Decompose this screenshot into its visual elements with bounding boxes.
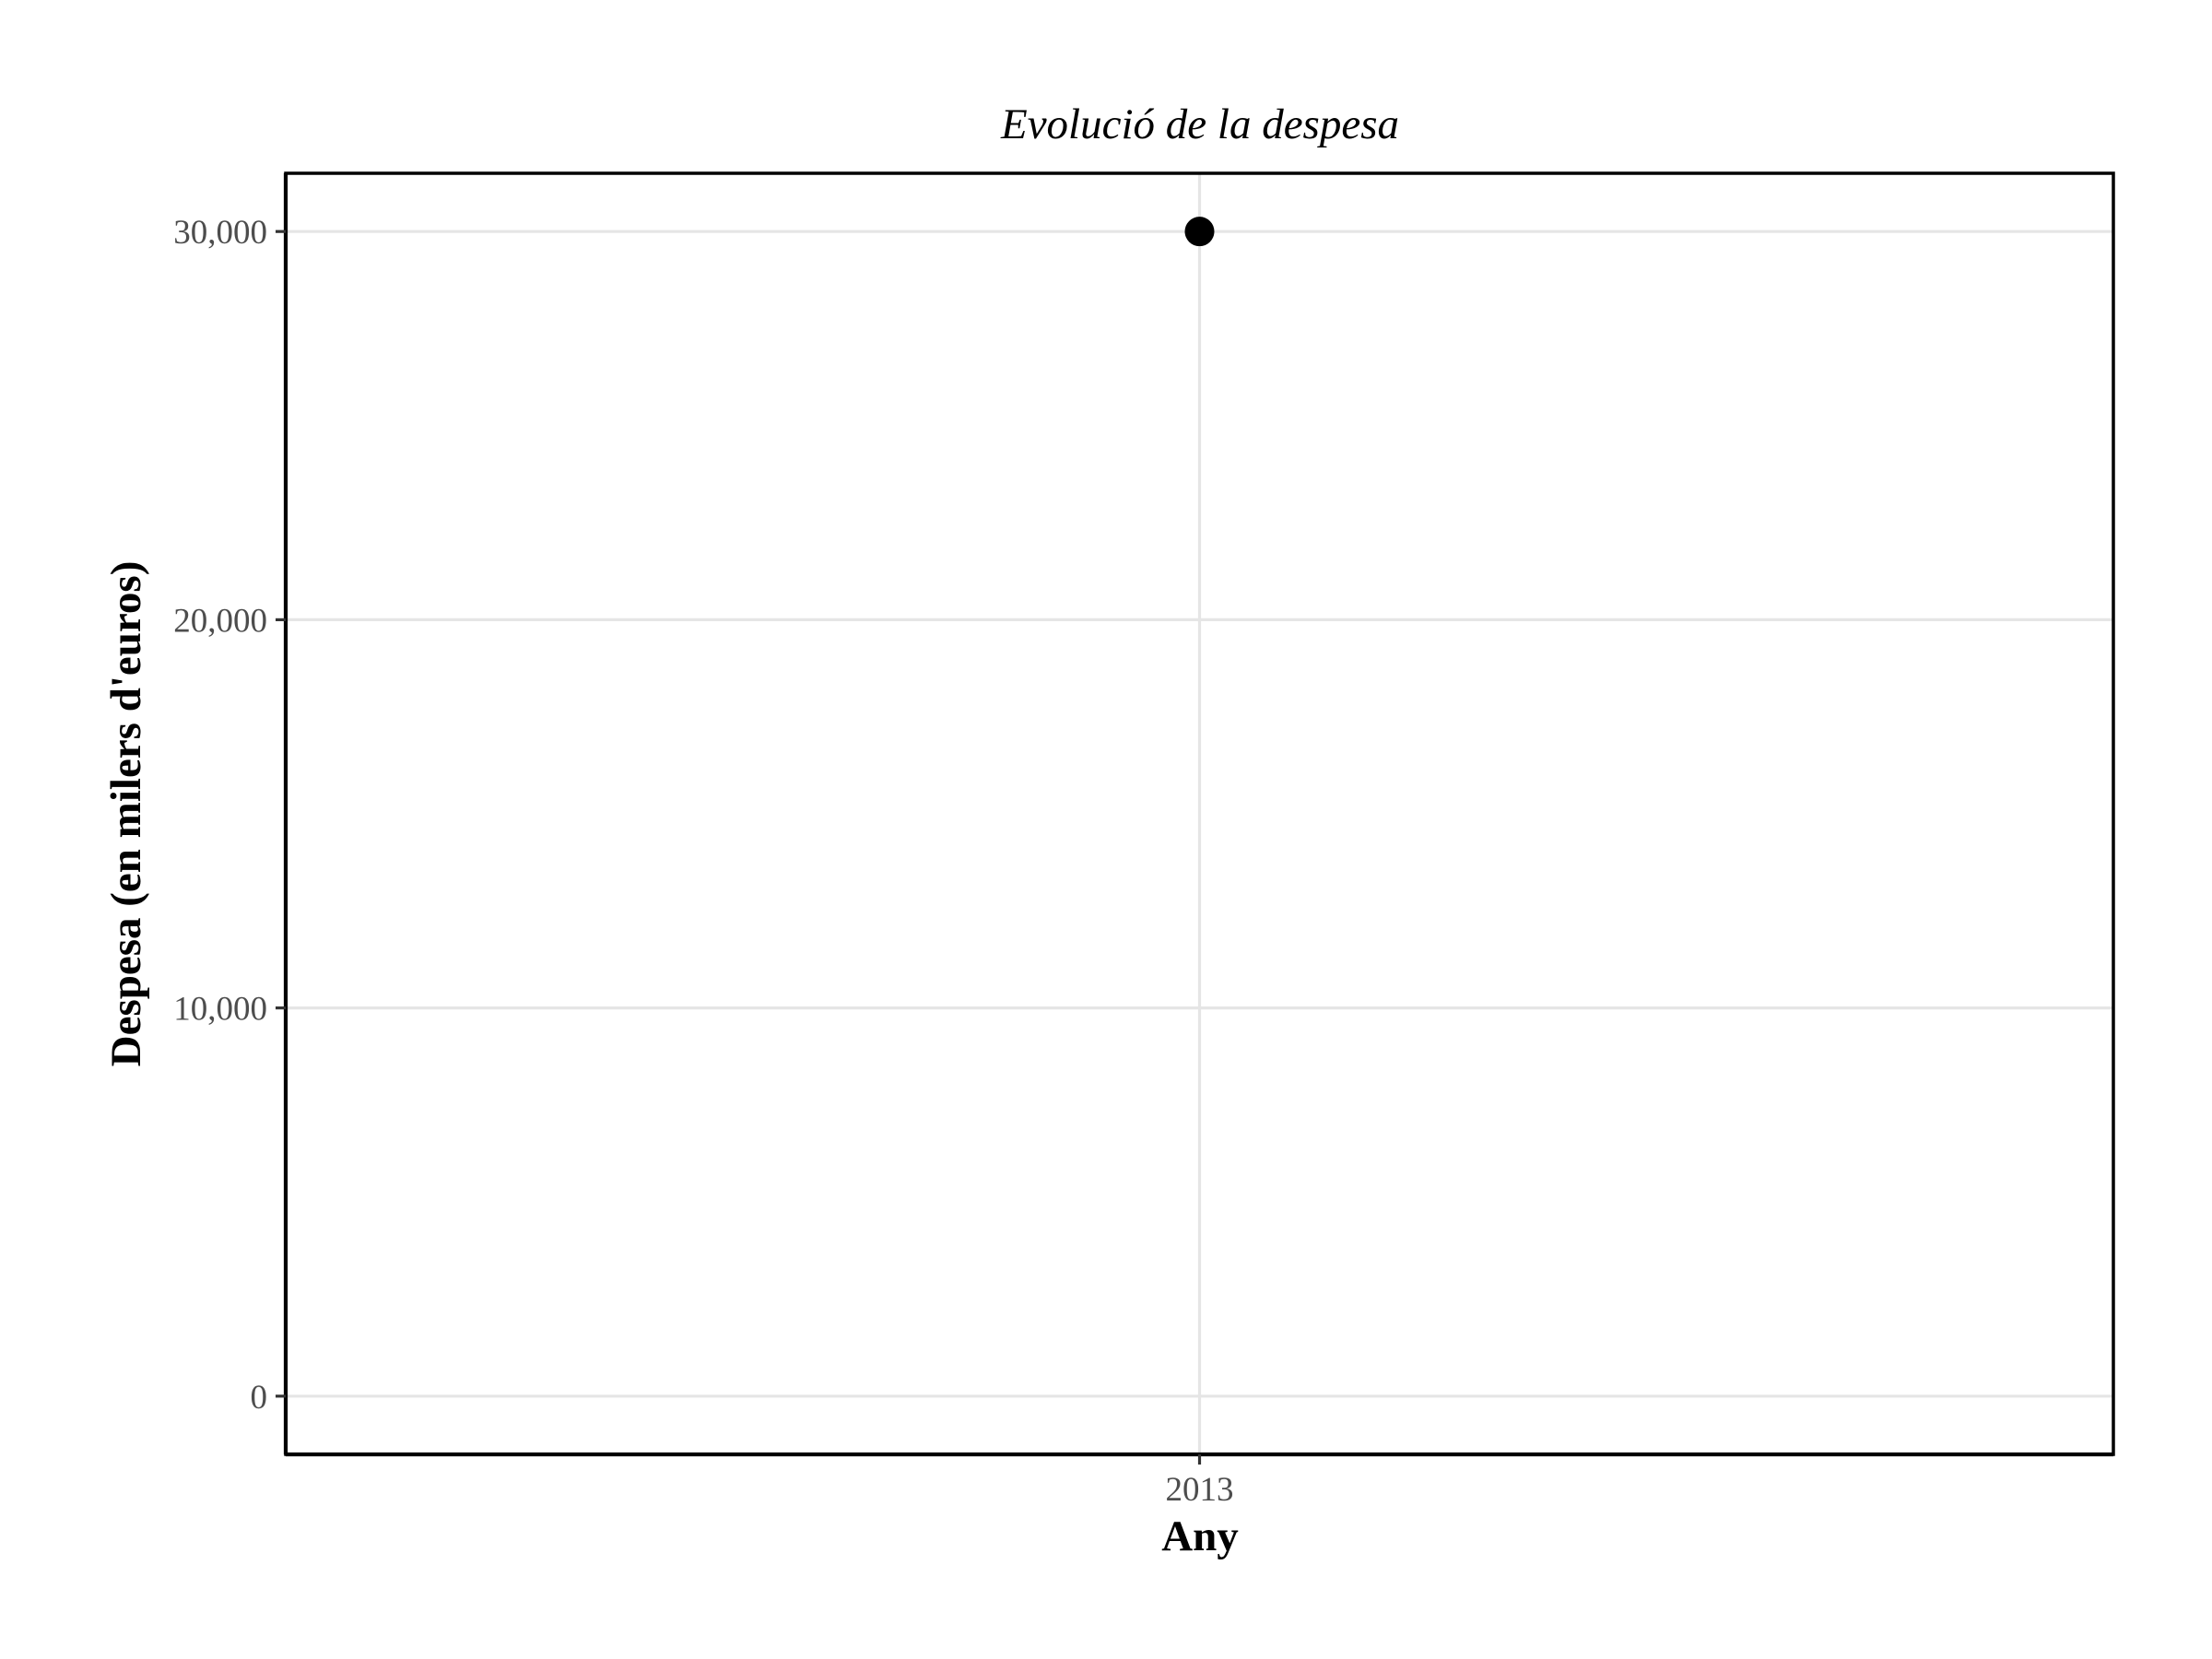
x-axis-ticks: 2013	[1166, 1454, 1234, 1509]
x-tick-label: 2013	[1166, 1471, 1234, 1509]
x-axis-title: Any	[1161, 1512, 1239, 1560]
data-points	[1184, 217, 1215, 247]
plot-area	[283, 171, 2115, 1457]
y-tick-label: 10,000	[173, 991, 267, 1029]
data-point	[1184, 217, 1215, 247]
y-tick-label: 0	[251, 1379, 268, 1417]
y-axis-ticks: 0 10,000 20,000 30,000	[173, 214, 286, 1417]
y-axis-title: Despesa (en milers d'euros)	[102, 561, 150, 1067]
chart-title: Evolució de la despesa	[1000, 100, 1399, 148]
y-tick-label: 30,000	[173, 214, 267, 252]
y-tick-label: 20,000	[173, 602, 267, 640]
